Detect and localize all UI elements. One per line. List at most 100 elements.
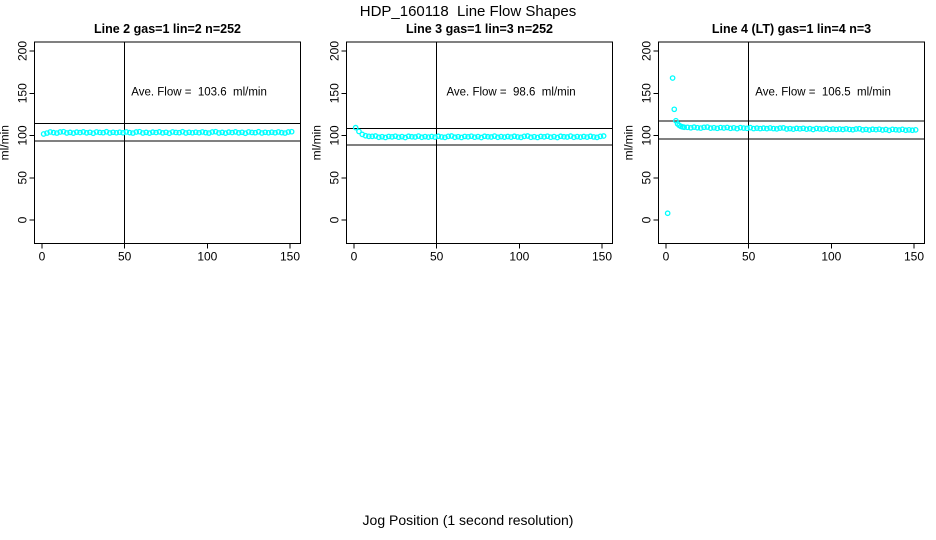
data-point bbox=[664, 210, 671, 217]
data-point bbox=[465, 134, 471, 140]
data-point bbox=[196, 129, 202, 136]
data-point bbox=[740, 125, 747, 131]
data-point bbox=[488, 134, 495, 140]
data-point bbox=[265, 129, 272, 136]
data-point bbox=[288, 128, 295, 135]
data-point bbox=[704, 124, 711, 130]
data-point bbox=[93, 129, 100, 135]
data-point bbox=[475, 133, 481, 140]
data-point bbox=[892, 126, 899, 133]
data-point bbox=[255, 128, 262, 135]
data-point bbox=[140, 130, 146, 136]
data-point bbox=[531, 133, 538, 140]
data-point bbox=[202, 129, 209, 136]
data-point bbox=[80, 129, 87, 135]
data-point bbox=[906, 126, 912, 133]
data-point bbox=[70, 130, 77, 136]
data-point bbox=[176, 129, 183, 136]
data-point bbox=[189, 129, 196, 136]
data-point bbox=[886, 127, 893, 134]
y-tick-label: 50 bbox=[640, 171, 654, 185]
data-point bbox=[544, 133, 551, 140]
x-tick-label: 100 bbox=[509, 250, 529, 264]
data-point bbox=[113, 129, 120, 136]
data-point bbox=[362, 132, 369, 139]
data-point bbox=[691, 124, 697, 130]
data-point bbox=[876, 126, 883, 133]
data-point bbox=[153, 129, 159, 136]
data-point bbox=[156, 129, 163, 135]
data-point bbox=[859, 126, 866, 133]
data-point bbox=[199, 129, 206, 135]
data-point bbox=[830, 126, 836, 132]
data-point bbox=[816, 126, 823, 132]
data-point bbox=[389, 134, 395, 140]
data-point bbox=[219, 129, 226, 136]
data-point bbox=[787, 125, 793, 132]
data-point bbox=[57, 129, 64, 135]
data-point bbox=[727, 125, 734, 132]
data-point bbox=[498, 133, 504, 140]
x-tick-label: 0 bbox=[39, 250, 46, 264]
data-point bbox=[491, 133, 498, 139]
data-point bbox=[461, 133, 468, 140]
data-point bbox=[435, 133, 442, 140]
data-point bbox=[823, 125, 830, 132]
data-point bbox=[494, 134, 501, 141]
data-point bbox=[282, 130, 288, 136]
data-point bbox=[707, 125, 714, 131]
data-point bbox=[272, 129, 278, 136]
data-point bbox=[50, 129, 57, 136]
data-point bbox=[856, 125, 863, 132]
data-point bbox=[909, 127, 916, 134]
data-point bbox=[883, 126, 889, 133]
y-axis-unit-label: ml/min bbox=[622, 125, 636, 160]
data-point bbox=[239, 129, 245, 136]
data-point bbox=[455, 133, 462, 140]
data-point bbox=[590, 134, 597, 140]
data-point bbox=[130, 130, 136, 136]
y-tick-label: 0 bbox=[640, 216, 654, 223]
x-tick-label: 100 bbox=[197, 250, 217, 264]
data-point bbox=[571, 134, 577, 141]
panel-title: Line 2 gas=1 lin=2 n=252 bbox=[94, 22, 241, 36]
panel-title: Line 3 gas=1 lin=3 n=252 bbox=[406, 22, 553, 36]
ave-flow-annotation: Ave. Flow = 106.5 ml/min bbox=[755, 87, 891, 99]
data-point bbox=[47, 129, 54, 135]
data-point bbox=[669, 75, 676, 81]
data-point bbox=[724, 124, 731, 131]
data-point bbox=[777, 125, 783, 131]
data-point bbox=[123, 129, 130, 135]
data-point bbox=[501, 134, 508, 140]
data-point bbox=[133, 129, 140, 135]
y-tick-label: 150 bbox=[328, 83, 342, 103]
data-point bbox=[63, 130, 70, 136]
data-point bbox=[445, 133, 452, 140]
data-point bbox=[245, 129, 252, 135]
data-point bbox=[793, 125, 800, 132]
line-flow-charts: 0 50 100 150 0 50 100 150 200 ml/min Line 2 gas=1 … bbox=[0, 22, 925, 264]
data-point bbox=[471, 134, 478, 141]
y-tick-label: 200 bbox=[640, 41, 654, 61]
data-point bbox=[849, 126, 856, 133]
data-point bbox=[803, 126, 810, 133]
data-point bbox=[222, 130, 229, 136]
data-point bbox=[206, 130, 212, 136]
data-point bbox=[481, 133, 488, 140]
data-point bbox=[40, 131, 47, 137]
data-point bbox=[587, 133, 594, 140]
data-point bbox=[846, 126, 853, 133]
data-point bbox=[268, 129, 275, 136]
panel-title: Line 4 (LT) gas=1 lin=4 n=3 bbox=[712, 22, 871, 36]
data-point bbox=[547, 134, 554, 141]
data-point bbox=[684, 124, 691, 131]
data-point bbox=[833, 126, 840, 133]
data-point bbox=[67, 129, 73, 136]
x-tick-label: 150 bbox=[592, 250, 612, 264]
data-point bbox=[767, 125, 774, 131]
data-point bbox=[594, 134, 600, 141]
data-point bbox=[711, 124, 717, 131]
data-point bbox=[504, 133, 511, 140]
data-point bbox=[259, 130, 265, 136]
y-tick-label: 200 bbox=[328, 41, 342, 61]
